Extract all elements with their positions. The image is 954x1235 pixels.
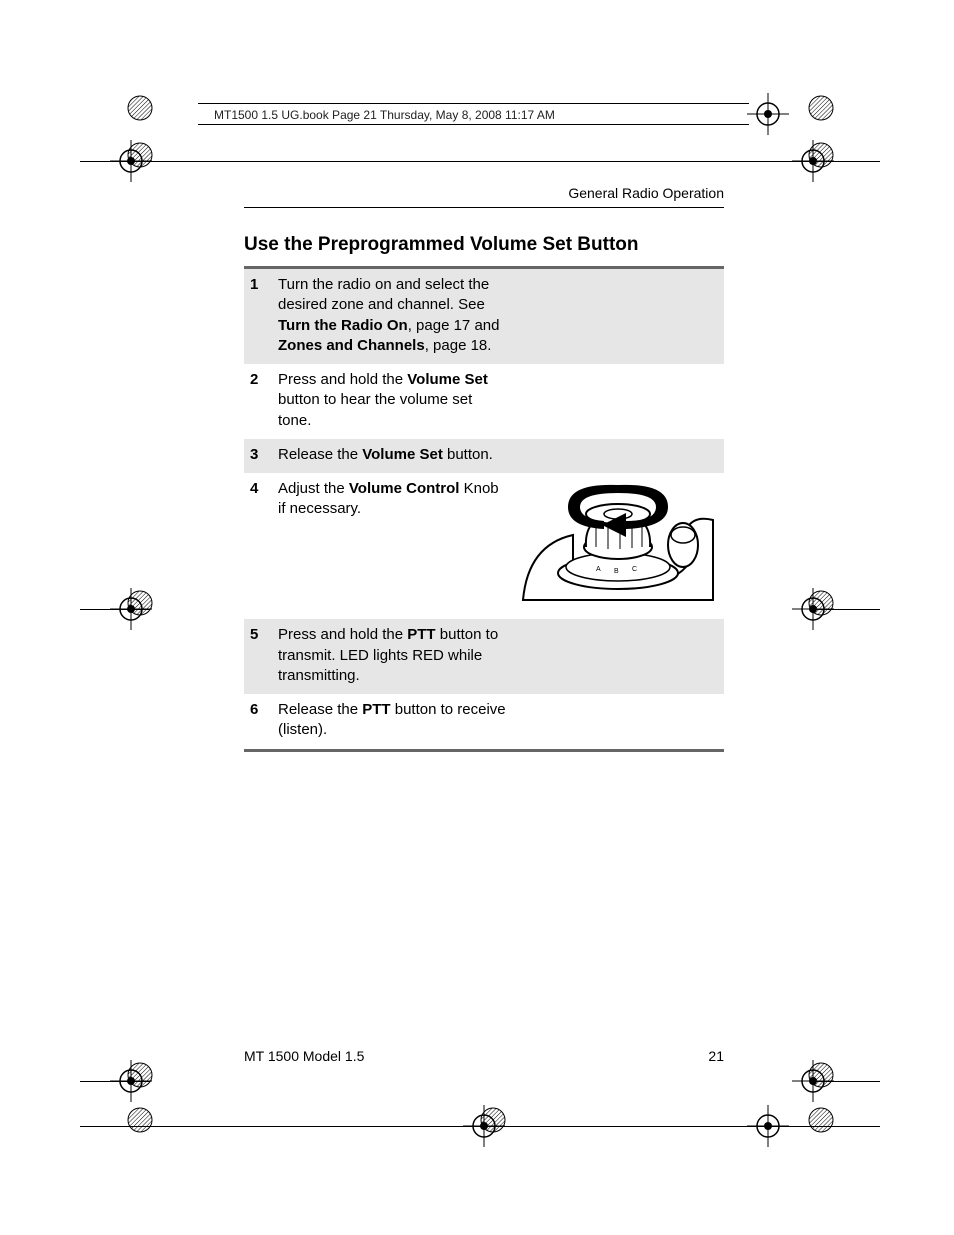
step-text: Press and hold the Volume Set button to …: [278, 370, 508, 431]
step-number: 6: [250, 700, 278, 741]
step: 6Release the PTT button to receive (list…: [244, 694, 724, 749]
step-body: Release the PTT button to receive (liste…: [278, 700, 718, 741]
registration-hatched-icon: [806, 1060, 836, 1090]
svg-text:C: C: [632, 566, 637, 573]
step-number: 2: [250, 370, 278, 431]
registration-hatched-icon: [125, 140, 155, 170]
step-body: Turn the radio on and select the desired…: [278, 275, 718, 356]
footer-page-number: 21: [708, 1048, 724, 1064]
meta-header-rule-bottom: [198, 124, 749, 125]
footer-model: MT 1500 Model 1.5: [244, 1048, 364, 1064]
registration-hatched-icon: [806, 93, 836, 123]
running-head-rule: [244, 207, 724, 208]
step-text: Turn the radio on and select the desired…: [278, 275, 508, 356]
running-head: General Radio Operation: [244, 185, 724, 201]
step: 5Press and hold the PTT button to transm…: [244, 619, 724, 694]
step-text: Adjust the Volume Control Knob if necess…: [278, 479, 504, 520]
svg-text:B: B: [614, 568, 619, 575]
step: 4Adjust the Volume Control Knob if neces…: [244, 473, 724, 619]
steps-list: 1Turn the radio on and select the desire…: [244, 266, 724, 752]
step: 2Press and hold the Volume Set button to…: [244, 364, 724, 439]
guide-line: [80, 161, 880, 162]
registration-hatched-icon: [806, 140, 836, 170]
step: 3Release the Volume Set button.: [244, 439, 724, 473]
section-title: Use the Preprogrammed Volume Set Button: [244, 234, 724, 256]
registration-hatched-icon: [806, 588, 836, 618]
guide-line: [80, 609, 150, 610]
page-footer: MT 1500 Model 1.5 21: [244, 1048, 724, 1064]
guide-line: [810, 609, 880, 610]
guide-line: [810, 1081, 880, 1082]
registration-cross-icon: [747, 93, 789, 135]
step-body: Press and hold the Volume Set button to …: [278, 370, 718, 431]
step: 1Turn the radio on and select the desire…: [244, 269, 724, 364]
guide-line: [80, 1126, 880, 1127]
registration-hatched-icon: [478, 1105, 508, 1135]
registration-hatched-icon: [125, 1060, 155, 1090]
registration-hatched-icon: [806, 1105, 836, 1135]
step-text: Release the PTT button to receive (liste…: [278, 700, 508, 741]
registration-hatched-icon: [125, 1105, 155, 1135]
meta-header-rule-top: [198, 103, 749, 104]
step-number: 3: [250, 445, 278, 465]
guide-line: [80, 1081, 150, 1082]
step-body: Adjust the Volume Control Knob if necess…: [278, 479, 718, 611]
step-number: 5: [250, 625, 278, 686]
step-number: 4: [250, 479, 278, 611]
meta-header-text: MT1500 1.5 UG.book Page 21 Thursday, May…: [214, 108, 555, 122]
volume-knob-figure: A B C: [518, 475, 718, 611]
step-text: Press and hold the PTT button to transmi…: [278, 625, 508, 686]
page-content: General Radio Operation Use the Preprogr…: [244, 185, 724, 752]
step-number: 1: [250, 275, 278, 356]
step-body: Press and hold the PTT button to transmi…: [278, 625, 718, 686]
step-text: Release the Volume Set button.: [278, 445, 508, 465]
svg-text:A: A: [596, 566, 601, 573]
registration-hatched-icon: [125, 588, 155, 618]
registration-hatched-icon: [125, 93, 155, 123]
step-body: Release the Volume Set button.: [278, 445, 718, 465]
